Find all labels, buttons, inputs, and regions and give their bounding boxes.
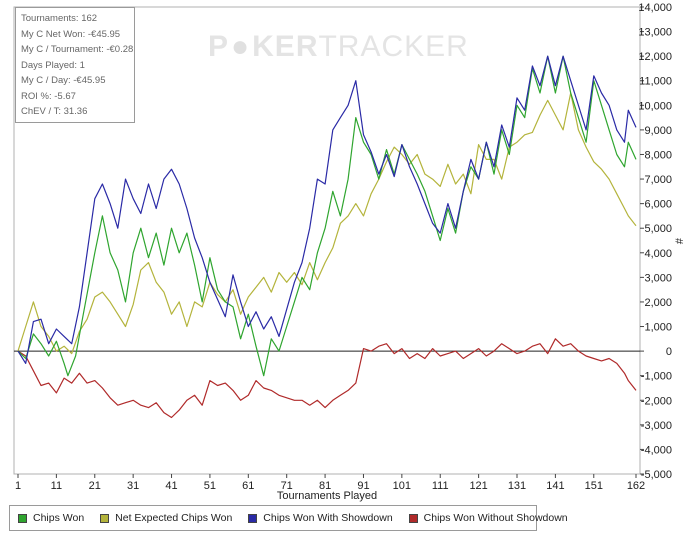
y-tick-label: 1,000: [644, 322, 672, 334]
x-tick-label: 51: [204, 480, 216, 492]
stats-panel: Tournaments: 162 My C Net Won: -€45.95 M…: [15, 7, 135, 123]
watermark-part-1: P: [208, 30, 229, 63]
x-tick-label: 21: [89, 480, 101, 492]
y-tick-label: 3,000: [644, 272, 672, 284]
legend-swatch-net-expected: [100, 513, 110, 523]
legend-swatch-chips-won: [18, 513, 27, 523]
x-tick-label: 81: [319, 480, 331, 492]
legend-label-net-expected: Net Expected Chips Won: [115, 512, 233, 524]
legend-item-net-expected[interactable]: Net Expected Chips Won: [100, 512, 232, 524]
x-tick-label: 141: [546, 480, 564, 492]
series-line-net-expected-chips-won: [17, 92, 637, 355]
y-tick-label: 10,000: [638, 100, 672, 112]
y-axis-title: #: [674, 237, 686, 244]
legend-item-without-showdown[interactable]: Chips Won Without Showdown: [408, 512, 568, 524]
legend-swatch-with-showdown: [248, 513, 258, 523]
pokertracker-watermark: P●KERTRACKER: [208, 30, 469, 63]
stat-per-day: My C / Day: -€45.95: [21, 75, 106, 86]
stat-per-tournament: My C / Tournament: -€0.28: [21, 44, 134, 55]
stat-tournaments: Tournaments: 162: [21, 13, 98, 24]
stat-chev: ChEV / T: 31.36: [21, 106, 88, 117]
stat-roi: ROI %: -5.67: [21, 90, 76, 102]
y-tick-label: 11,000: [639, 76, 672, 88]
x-tick-label: 71: [281, 480, 293, 492]
legend-item-with-showdown[interactable]: Chips Won With Showdown: [248, 512, 393, 524]
y-tick-label: 2,000: [644, 297, 672, 309]
y-tick-label: 9,000: [644, 125, 672, 137]
y-tick-label: 12,000: [638, 51, 672, 63]
y-tick-label: -4,000: [641, 444, 672, 456]
x-tick-label: 11: [51, 480, 62, 492]
x-tick-label: 41: [165, 480, 177, 492]
x-tick-label: 162: [627, 480, 645, 492]
series-group: [17, 55, 637, 419]
plot-frame: [13, 6, 641, 475]
legend: Chips Won Net Expected Chips Won Chips W…: [9, 505, 568, 531]
legend-label-chips-won: Chips Won: [33, 512, 85, 524]
stat-days-played: Days Played: 1: [21, 59, 85, 71]
series-line-chips-won-with-showdown: [17, 55, 637, 364]
legend-swatch-without-showdown: [408, 513, 418, 523]
x-axis: 1 11 21 31 41 51 61 71 81 91 101 111 121 131 141 151 162: [15, 474, 645, 492]
y-tick-label: 5,000: [644, 223, 672, 235]
x-tick-label: 131: [508, 480, 526, 492]
x-tick-label: 91: [357, 480, 369, 492]
y-tick-label: 14,000: [638, 2, 672, 14]
y-tick-label: 7,000: [644, 174, 672, 186]
y-axis: -5,000 -4,000 -3,000 -2,000 -1,000 0 1,000 2,00…: [638, 2, 672, 481]
x-tick-label: 151: [585, 480, 603, 492]
y-tick-label: -1,000: [641, 371, 672, 383]
legend-label-with-showdown: Chips Won With Showdown: [263, 512, 393, 524]
x-axis-title: Tournaments Played: [277, 490, 377, 502]
legend-item-chips-won[interactable]: Chips Won: [18, 512, 84, 524]
watermark-part-2: KER: [252, 30, 318, 63]
x-tick-label: 101: [393, 480, 411, 492]
y-tick-label: -5,000: [641, 469, 672, 481]
y-tick-label: 8,000: [644, 149, 672, 161]
x-tick-label: 121: [469, 480, 487, 492]
legend-label-without-showdown: Chips Won Without Showdown: [423, 512, 568, 524]
watermark-chip-icon: ●: [231, 30, 250, 63]
y-tick-label: 13,000: [638, 27, 672, 39]
stat-net-won: My C Net Won: -€45.95: [21, 28, 121, 40]
y-tick-label: 0: [666, 346, 672, 358]
y-tick-label: -2,000: [641, 395, 672, 407]
series-line-chips-won-without-showdown: [17, 338, 637, 419]
series-line-chips-won: [17, 55, 637, 377]
x-tick-label: 31: [127, 480, 139, 492]
y-tick-label: 4,000: [644, 248, 672, 260]
watermark-part-3: TRACKER: [318, 30, 468, 63]
x-tick-label: 111: [432, 480, 449, 492]
y-tick-label: -3,000: [641, 420, 672, 432]
x-tick-label: 61: [242, 480, 254, 492]
x-tick-label: 1: [15, 480, 21, 492]
y-tick-label: 6,000: [644, 199, 672, 211]
